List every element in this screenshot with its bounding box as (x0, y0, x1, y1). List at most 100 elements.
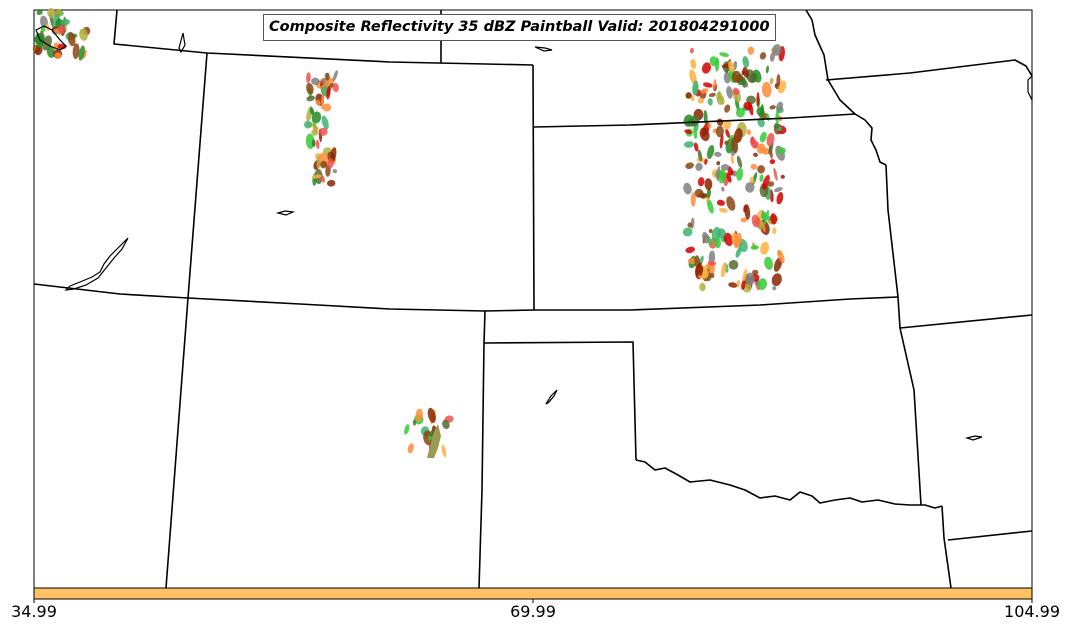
reflectivity-blob (697, 177, 705, 187)
reflectivity-blob (772, 286, 777, 291)
reflectivity-blob (728, 259, 739, 270)
reflectivity-blob (753, 152, 758, 157)
reflectivity-blob (724, 140, 729, 145)
reflectivity-blob (46, 46, 55, 58)
reflectivity-blob (759, 52, 767, 60)
reflectivity-blob (742, 268, 748, 283)
reflectivity-blob (741, 280, 746, 290)
reflectivity-blob (716, 199, 725, 206)
reflectivity-blob (710, 272, 715, 278)
reflectivity-blob (773, 123, 780, 129)
reflectivity-blob (442, 419, 450, 430)
reflectivity-blob (683, 114, 694, 127)
reflectivity-blob (736, 155, 743, 169)
reflectivity-blob (723, 232, 734, 247)
ia-mo-border (825, 59, 1033, 81)
reflectivity-blob (320, 174, 325, 183)
ks-mo-border (885, 164, 899, 298)
reflectivity-blob (736, 167, 744, 181)
reflectivity-blob (700, 88, 709, 94)
reflectivity-blob (306, 95, 315, 102)
reflectivity-blob (716, 91, 723, 106)
small-reservoir-2 (178, 32, 186, 54)
reflectivity-blob (699, 282, 706, 292)
reflectivity-blob (690, 192, 696, 207)
reflectivity-blob (47, 8, 56, 18)
reflectivity-blob (766, 216, 771, 221)
reflectivity-blob (752, 269, 759, 275)
reflectivity-blob (761, 211, 767, 220)
reflectivity-blob (315, 99, 321, 106)
colorbar (33, 587, 1033, 600)
reflectivity-blob (306, 72, 311, 83)
reflectivity-blob (319, 127, 328, 136)
reflectivity-blob (684, 129, 692, 134)
reflectivity-blob (36, 9, 43, 16)
reflectivity-blob (714, 237, 722, 249)
reflectivity-blob (311, 174, 322, 179)
reflectivity-blob (327, 158, 334, 169)
reflectivity-blob (304, 120, 312, 129)
reflectivity-blob (776, 74, 781, 87)
reflectivity-blob (731, 70, 742, 83)
reflectivity-blob (415, 408, 423, 422)
reflectivity-blob (745, 272, 755, 286)
reflectivity-blob (765, 65, 769, 74)
reflectivity-blob (690, 58, 697, 70)
reflectivity-blob (441, 444, 447, 458)
reflectivity-blob (325, 72, 330, 81)
small-reservoir-3 (534, 46, 553, 52)
reflectivity-blob (732, 170, 738, 177)
reflectivity-blob (759, 174, 764, 182)
reflectivity-blob (692, 80, 699, 96)
reflectivity-blob (57, 25, 66, 34)
reflectivity-blob (427, 407, 436, 423)
small-reservoir-1 (275, 210, 296, 216)
reflectivity-blob (309, 107, 315, 116)
reflectivity-blob (78, 45, 85, 61)
reflectivity-blob (72, 43, 80, 60)
reflectivity-blob (311, 139, 316, 148)
reflectivity-blob (714, 151, 722, 157)
reflectivity-blob (756, 143, 766, 154)
reflectivity-blob (716, 166, 721, 181)
reflectivity-blob (732, 88, 740, 96)
reflectivity-blob (780, 174, 785, 179)
small-reservoir-6 (1027, 74, 1033, 101)
ar-la-border (947, 530, 1033, 541)
reflectivity-blob (714, 57, 720, 72)
reflectivity-blob (776, 192, 784, 205)
reflectivity-blob (313, 126, 319, 132)
reflectivity-blob (725, 128, 730, 138)
reflectivity-blob (67, 31, 76, 47)
reflectivity-blob (742, 67, 749, 78)
colorbar-tick-mid: 69.99 (510, 602, 556, 621)
map-title: Composite Reflectivity 35 dBZ Paintball … (263, 14, 776, 41)
reflectivity-blob (706, 144, 715, 160)
colorbar-tick-min: 34.99 (11, 602, 57, 621)
reflectivity-blob (322, 103, 332, 112)
upper-left-lake (35, 25, 67, 51)
reflectivity-blob (704, 178, 713, 191)
reflectivity-blob (769, 52, 775, 62)
reflectivity-blob (750, 245, 759, 250)
reflectivity-blob (756, 106, 765, 117)
reflectivity-blob (685, 92, 692, 99)
reflectivity-blob (693, 142, 699, 152)
nm-tx-border (478, 342, 485, 589)
reflectivity-blob (723, 119, 732, 130)
reflectivity-blob (682, 227, 693, 237)
ks-ok-border (484, 296, 899, 312)
colorbar-ticks (33, 599, 1033, 603)
co-ne-east-border (532, 64, 535, 311)
reflectivity-blob (713, 78, 717, 90)
reflectivity-blob (332, 169, 337, 174)
reflectivity-blob (733, 232, 742, 249)
reflectivity-blob (703, 110, 708, 125)
paintball-layer (32, 8, 787, 458)
reflectivity-blob (777, 147, 786, 154)
small-reservoir-5 (964, 435, 983, 441)
reflectivity-blob (740, 217, 748, 223)
reflectivity-blob (724, 104, 731, 113)
reflectivity-blob (775, 109, 780, 125)
